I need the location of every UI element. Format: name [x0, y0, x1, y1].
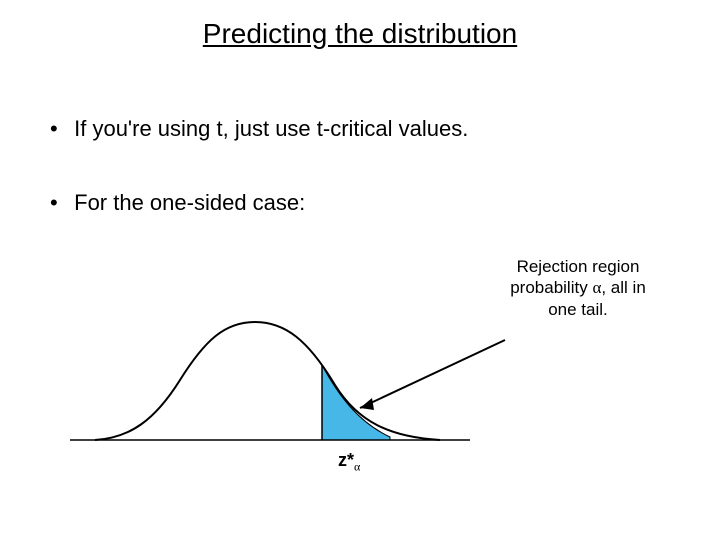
bullet-text: If you're using t, just use t-critical v… [74, 116, 468, 141]
bullet-text: For the one-sided case: [74, 190, 305, 215]
bullet-2: • For the one-sided case: [50, 190, 305, 216]
annotation-arrow [360, 340, 505, 408]
rejection-annotation: Rejection region probability α, all in o… [478, 256, 678, 320]
bullet-1: • If you're using t, just use t-critical… [50, 116, 468, 142]
slide-title: Predicting the distribution [0, 18, 720, 50]
slide: Predicting the distribution • If you're … [0, 0, 720, 540]
bell-curve [95, 322, 440, 440]
chart-svg [60, 300, 480, 480]
annotation-arrowhead [360, 398, 374, 410]
annotation-line2: probability α, all in [478, 277, 678, 298]
z-critical-label: z*α [338, 450, 360, 475]
distribution-chart [60, 300, 480, 480]
bullet-dot: • [50, 116, 68, 142]
annotation-line1: Rejection region [478, 256, 678, 277]
annotation-line3: one tail. [478, 299, 678, 320]
bullet-dot: • [50, 190, 68, 216]
rejection-region-shade [322, 365, 390, 440]
